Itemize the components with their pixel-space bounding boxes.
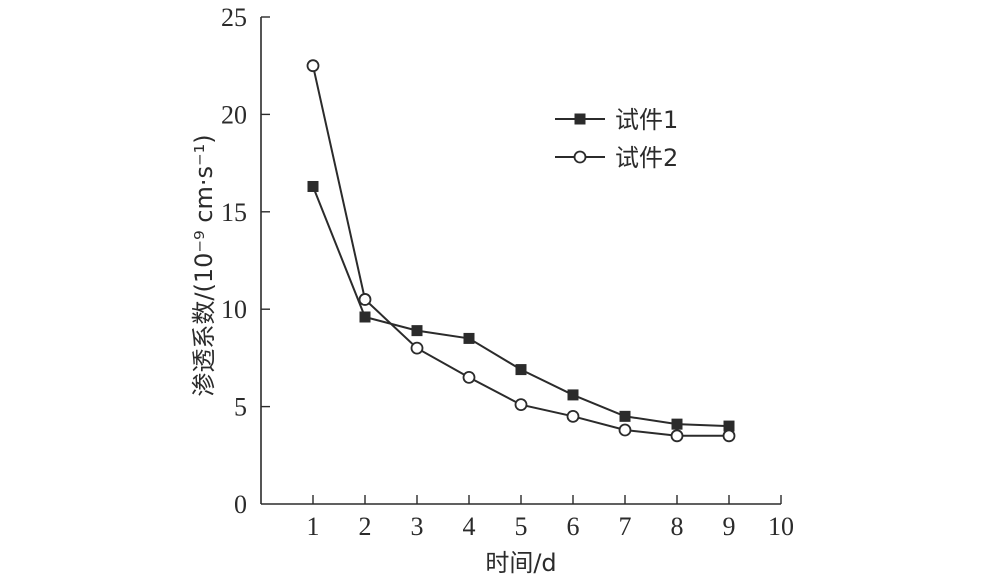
axes — [260, 17, 781, 505]
y-tick-label: 5 — [234, 393, 247, 422]
series-2-point — [566, 409, 580, 423]
x-tick-label: 7 — [619, 512, 632, 541]
x-axis-title: 时间/d — [485, 549, 556, 577]
series-2-point — [306, 59, 320, 73]
series-2-point — [670, 429, 684, 443]
y-tick-label: 0 — [234, 490, 247, 519]
x-tick-label: 4 — [463, 512, 476, 541]
series-1-point — [463, 332, 475, 344]
x-tick-label: 8 — [671, 512, 684, 541]
legend-label-2: 试件2 — [615, 144, 678, 172]
legend-label-1: 试件1 — [615, 106, 678, 134]
x-tick-label: 5 — [515, 512, 528, 541]
series-2-point — [358, 293, 372, 306]
series-1-line — [312, 186, 730, 428]
x-tick-label: 9 — [723, 512, 736, 541]
series-2-point — [618, 423, 632, 437]
series-1-point — [723, 420, 735, 432]
x-tick-label: 3 — [411, 512, 424, 541]
y-tick-label: 25 — [221, 3, 247, 32]
series-1-point — [567, 389, 579, 401]
series-1-point — [411, 325, 423, 337]
y-tick-label: 20 — [221, 100, 247, 129]
series-1-point — [307, 180, 319, 192]
x-tick-label: 1 — [307, 512, 320, 541]
y-tick-label: 15 — [221, 198, 247, 227]
series-1-point — [515, 364, 527, 376]
series-layer — [306, 59, 736, 443]
series-2 — [306, 59, 736, 443]
series-1-point — [359, 311, 371, 323]
legend-marker-2 — [573, 150, 587, 164]
series-1 — [307, 180, 735, 432]
x-tick-label: 10 — [768, 512, 794, 541]
x-tick-label: 2 — [359, 512, 372, 541]
series-2-point — [722, 429, 736, 443]
x-tick-label: 6 — [567, 512, 580, 541]
series-1-point — [671, 418, 683, 430]
y-ticks: 0 5 10 15 20 25 — [221, 3, 270, 519]
legend-marker-1 — [574, 113, 586, 125]
series-2-point — [410, 341, 424, 355]
y-tick-label: 10 — [221, 295, 247, 324]
x-ticks: 1 2 3 4 5 6 7 8 9 10 — [307, 495, 794, 541]
series-2-point — [514, 398, 528, 412]
series-2-point — [462, 370, 476, 384]
series-1-point — [619, 410, 631, 422]
y-axis-title: 渗透系数/(10⁻⁹ cm·s⁻¹) — [190, 134, 218, 396]
